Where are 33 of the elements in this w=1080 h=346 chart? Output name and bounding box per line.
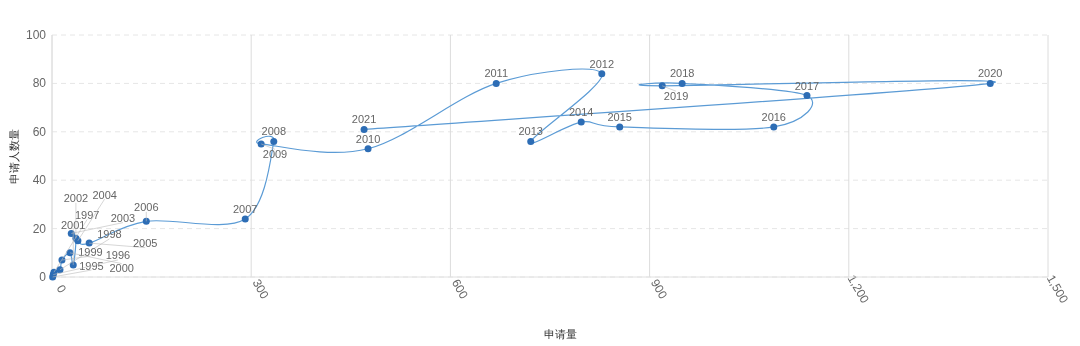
- annotation: 2010: [355, 132, 381, 145]
- annotation: 1999: [78, 245, 103, 258]
- y-axis-title: 申请人数量: [8, 128, 20, 184]
- annotation: 2018: [669, 67, 695, 80]
- x-tick-label: 300: [249, 276, 272, 302]
- annotation: 2004: [92, 188, 117, 201]
- y-tick-label: 80: [32, 76, 47, 91]
- x-tick-label: 900: [647, 276, 671, 302]
- annotation: 2021: [351, 113, 377, 126]
- annotation: 2001: [61, 218, 86, 231]
- annotation: 2020: [977, 67, 1003, 80]
- annotation: 2015: [607, 110, 632, 123]
- annotation: 2011: [484, 67, 509, 80]
- annotation: 1995: [79, 259, 104, 272]
- y-tick-label: 60: [32, 124, 47, 139]
- y-tick-label: 20: [32, 221, 47, 236]
- annotation: 2016: [761, 110, 787, 123]
- annotation: 1997: [74, 208, 100, 221]
- annotation: 2019: [663, 89, 689, 102]
- annotation: 2002: [63, 192, 89, 205]
- y-tick-label: 40: [32, 173, 47, 188]
- annotation: 2008: [261, 125, 287, 138]
- x-axis-title: 申请量: [543, 328, 577, 340]
- annotation: 2012: [589, 57, 615, 70]
- annotation: 2003: [110, 212, 136, 225]
- annotation: 2005: [132, 237, 158, 250]
- annotation: 1996: [105, 249, 131, 262]
- annotation: 2013: [518, 125, 543, 138]
- y-tick-label: 100: [25, 28, 47, 42]
- annotation: 2006: [134, 201, 159, 214]
- x-tick-label: 0: [53, 282, 70, 296]
- x-tick-label: 600: [448, 276, 472, 302]
- annotation: 2000: [109, 262, 134, 275]
